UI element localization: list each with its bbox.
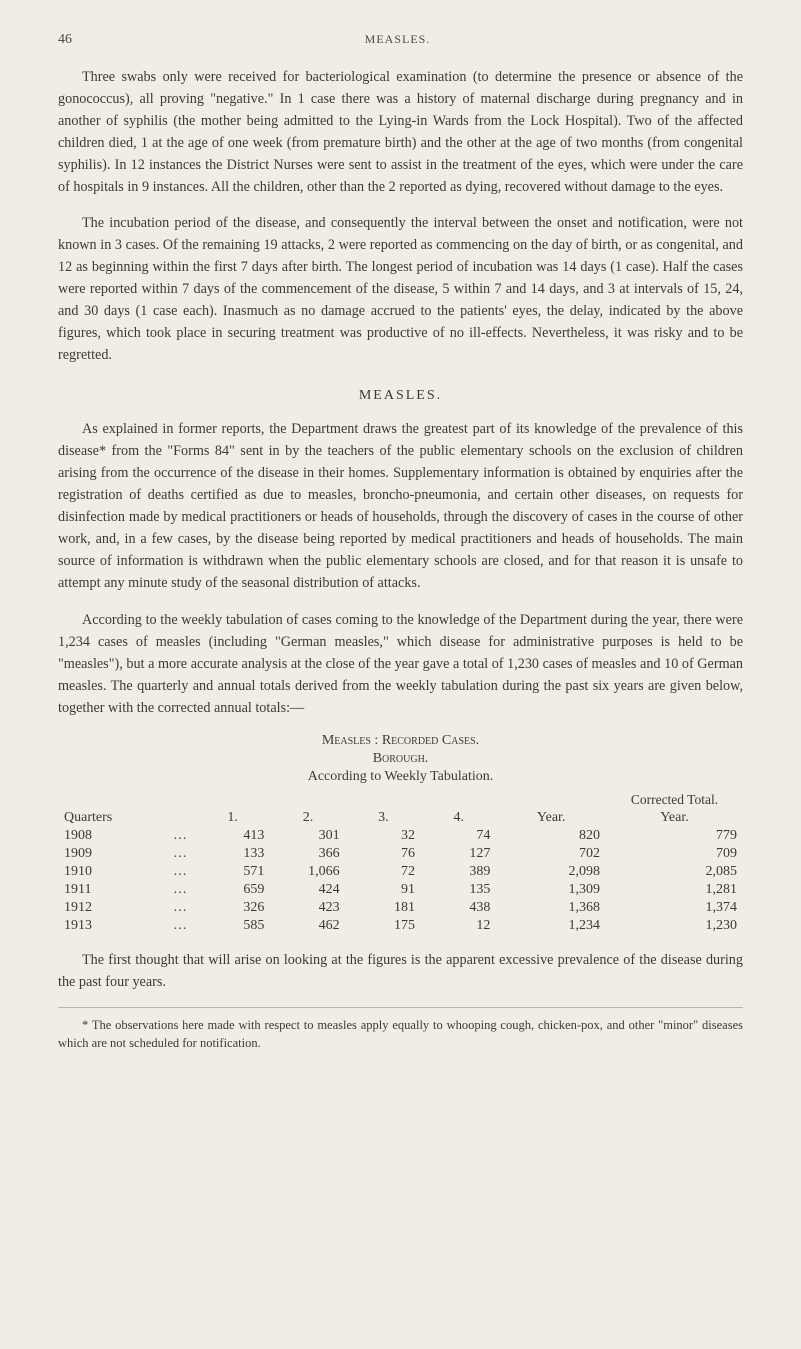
table-cell: 820: [496, 827, 606, 845]
th-blank-5: [346, 791, 421, 809]
page-number: 46: [58, 32, 72, 48]
table-cell: 424: [270, 881, 345, 899]
th-blank-6: [421, 791, 496, 809]
table-cell: …: [140, 899, 195, 917]
table-cell: 438: [421, 899, 496, 917]
table-cell: …: [140, 827, 195, 845]
table-row: 1910…5711,066723892,0982,085: [58, 863, 743, 881]
table-cell: 32: [346, 827, 421, 845]
th-dots-header: [140, 809, 195, 827]
table-cell: 1,234: [496, 917, 606, 935]
table-cell: 133: [195, 845, 270, 863]
table-body: 1908…41330132748207791909…13336676127702…: [58, 827, 743, 935]
paragraph-5: The first thought that will arise on loo…: [58, 949, 743, 993]
paragraph-4: According to the weekly tabulation of ca…: [58, 609, 743, 719]
table-cell: 72: [346, 863, 421, 881]
table-cell: 389: [421, 863, 496, 881]
paragraph-2: The incubation period of the disease, an…: [58, 212, 743, 366]
table-row: 1909…13336676127702709: [58, 845, 743, 863]
table-cell: 1,230: [606, 917, 743, 935]
table-cell: 1908: [58, 827, 140, 845]
table-header-row-1: Corrected Total.: [58, 791, 743, 809]
table-cell: 175: [346, 917, 421, 935]
paragraph-1: Three swabs only were received for bacte…: [58, 66, 743, 198]
table-row: 1908…4133013274820779: [58, 827, 743, 845]
table-subtitle: Borough.: [58, 751, 743, 767]
table-cell: 127: [421, 845, 496, 863]
table-cell: …: [140, 863, 195, 881]
table-cell: 709: [606, 845, 743, 863]
th-year-corrected: Year.: [606, 809, 743, 827]
th-blank-2: [140, 791, 195, 809]
table-row: 1911…659424911351,3091,281: [58, 881, 743, 899]
paragraph-3: As explained in former reports, the Depa…: [58, 418, 743, 594]
table-header-row-2: Quarters 1. 2. 3. 4. Year. Year.: [58, 809, 743, 827]
measles-table: Corrected Total. Quarters 1. 2. 3. 4. Ye…: [58, 791, 743, 935]
th-blank-4: [270, 791, 345, 809]
th-corrected: Corrected Total.: [606, 791, 743, 809]
table-title: Measles : Recorded Cases.: [58, 733, 743, 749]
table-cell: 571: [195, 863, 270, 881]
header-spacer: [723, 32, 743, 48]
footnote: * The observations here made with respec…: [58, 1007, 743, 1052]
th-q2: 2.: [270, 809, 345, 827]
th-q3: 3.: [346, 809, 421, 827]
table-cell: 423: [270, 899, 345, 917]
table-cell: 366: [270, 845, 345, 863]
table-cell: …: [140, 917, 195, 935]
th-year: Year.: [496, 809, 606, 827]
running-head: MEASLES.: [72, 32, 723, 48]
page-container: 46 MEASLES. Three swabs only were receiv…: [0, 0, 801, 1349]
table-cell: …: [140, 881, 195, 899]
table-cell: 413: [195, 827, 270, 845]
th-q4: 4.: [421, 809, 496, 827]
table-cell: …: [140, 845, 195, 863]
table-cell: 2,098: [496, 863, 606, 881]
table-cell: 1913: [58, 917, 140, 935]
table-cell: 135: [421, 881, 496, 899]
table-cell: 1,309: [496, 881, 606, 899]
table-cell: 1910: [58, 863, 140, 881]
table-cell: 1,066: [270, 863, 345, 881]
table-cell: 301: [270, 827, 345, 845]
th-q1: 1.: [195, 809, 270, 827]
table-cell: 659: [195, 881, 270, 899]
section-title-measles: MEASLES.: [58, 388, 743, 404]
table-cell: 326: [195, 899, 270, 917]
th-blank-3: [195, 791, 270, 809]
table-cell: 12: [421, 917, 496, 935]
table-cell: 702: [496, 845, 606, 863]
table-cell: 1,374: [606, 899, 743, 917]
header-row: 46 MEASLES.: [58, 32, 743, 48]
table-row: 1913…585462175121,2341,230: [58, 917, 743, 935]
th-quarters: Quarters: [58, 809, 140, 827]
table-cell: 585: [195, 917, 270, 935]
table-cell: 76: [346, 845, 421, 863]
table-desc: According to Weekly Tabulation.: [58, 769, 743, 785]
table-cell: 1912: [58, 899, 140, 917]
table-cell: 462: [270, 917, 345, 935]
table-cell: 1,281: [606, 881, 743, 899]
table-cell: 779: [606, 827, 743, 845]
th-blank-7: [496, 791, 606, 809]
th-blank-1: [58, 791, 140, 809]
table-cell: 74: [421, 827, 496, 845]
table-cell: 1909: [58, 845, 140, 863]
table-cell: 181: [346, 899, 421, 917]
table-cell: 91: [346, 881, 421, 899]
table-cell: 2,085: [606, 863, 743, 881]
table-row: 1912…3264231814381,3681,374: [58, 899, 743, 917]
table-cell: 1,368: [496, 899, 606, 917]
table-cell: 1911: [58, 881, 140, 899]
